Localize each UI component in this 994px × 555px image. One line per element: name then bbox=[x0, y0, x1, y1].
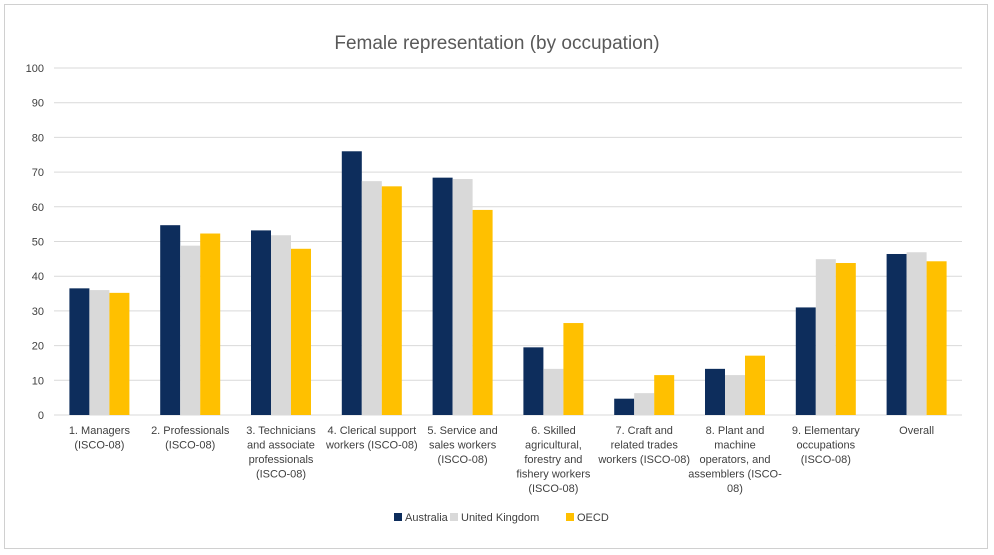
bar bbox=[543, 368, 564, 415]
legend: Australia United Kingdom OECD bbox=[394, 512, 609, 524]
x-tick-label: 5. Service and sales workers (ISCO-08) bbox=[427, 425, 497, 466]
x-tick-label: 9. Elementary occupations (ISCO-08) bbox=[792, 425, 860, 466]
bar bbox=[886, 253, 907, 415]
bar bbox=[906, 252, 927, 415]
bar bbox=[614, 398, 635, 415]
y-axis-ticks: 0 10 20 30 40 50 60 70 80 90 100 bbox=[26, 63, 44, 422]
bar bbox=[563, 323, 584, 415]
y-tick-label: 40 bbox=[32, 271, 44, 283]
legend-swatch bbox=[394, 513, 402, 521]
y-tick-label: 50 bbox=[32, 237, 44, 249]
legend-swatch bbox=[450, 513, 458, 521]
legend-item: United Kingdom bbox=[450, 512, 539, 524]
bar bbox=[160, 225, 181, 415]
y-tick-label: 60 bbox=[32, 202, 44, 214]
bar bbox=[705, 368, 725, 415]
y-tick-label: 10 bbox=[32, 375, 44, 387]
y-tick-label: 100 bbox=[26, 63, 44, 75]
y-tick-label: 0 bbox=[38, 410, 44, 422]
bar bbox=[200, 233, 221, 415]
x-tick-label: 8. Plant and machine operators, and assembl… bbox=[688, 425, 782, 495]
y-tick-label: 30 bbox=[32, 306, 44, 318]
chart-title: Female representation (by occupation) bbox=[334, 33, 659, 54]
legend-label: Australia bbox=[405, 512, 449, 524]
bar bbox=[523, 347, 544, 415]
bar bbox=[725, 375, 745, 415]
x-tick-label: 1. Managers (ISCO-08) bbox=[69, 425, 131, 452]
bar bbox=[381, 186, 402, 415]
x-tick-label: 7. Craft and related trades workers (ISCO-… bbox=[597, 425, 690, 466]
y-tick-label: 20 bbox=[32, 341, 44, 353]
legend-swatch bbox=[566, 513, 574, 521]
bar bbox=[180, 245, 201, 415]
legend-label: United Kingdom bbox=[461, 512, 539, 524]
y-tick-label: 90 bbox=[32, 98, 44, 110]
y-tick-label: 80 bbox=[32, 132, 44, 144]
x-tick-label: 3. Technicians and associate professionals… bbox=[246, 425, 316, 481]
chart-frame: Female representation (by occupation) 0 1… bbox=[4, 4, 988, 549]
legend-label: OECD bbox=[577, 512, 609, 524]
bar bbox=[89, 290, 110, 415]
bar bbox=[361, 181, 382, 415]
bar bbox=[432, 177, 453, 415]
bar bbox=[341, 151, 362, 415]
bar bbox=[251, 230, 271, 415]
x-tick-label: 4. Clerical support workers (ISCO-08) bbox=[325, 425, 418, 452]
bar bbox=[69, 288, 90, 415]
x-tick-label: 6. Skilled agricultural, forestry and fishe… bbox=[516, 425, 590, 495]
bar bbox=[926, 261, 947, 415]
bar bbox=[815, 259, 836, 415]
bar bbox=[291, 248, 311, 415]
bar bbox=[654, 375, 675, 415]
bar bbox=[452, 179, 473, 415]
bar bbox=[835, 263, 856, 415]
x-tick-label: Overall bbox=[899, 425, 934, 437]
legend-item: Australia bbox=[394, 512, 449, 524]
bar bbox=[634, 393, 655, 415]
y-tick-label: 70 bbox=[32, 167, 44, 179]
category-labels: 1. Managers (ISCO-08) 2. Professionals (ISC… bbox=[69, 425, 934, 495]
bar bbox=[472, 209, 493, 415]
bar bbox=[745, 355, 765, 415]
x-tick-label: 2. Professionals (ISCO-08) bbox=[151, 425, 230, 452]
bar bbox=[795, 307, 816, 415]
bars bbox=[69, 151, 947, 415]
bar bbox=[271, 235, 291, 415]
bar bbox=[109, 292, 130, 415]
bar-chart: Female representation (by occupation) 0 1… bbox=[26, 33, 962, 524]
legend-item: OECD bbox=[566, 512, 609, 524]
